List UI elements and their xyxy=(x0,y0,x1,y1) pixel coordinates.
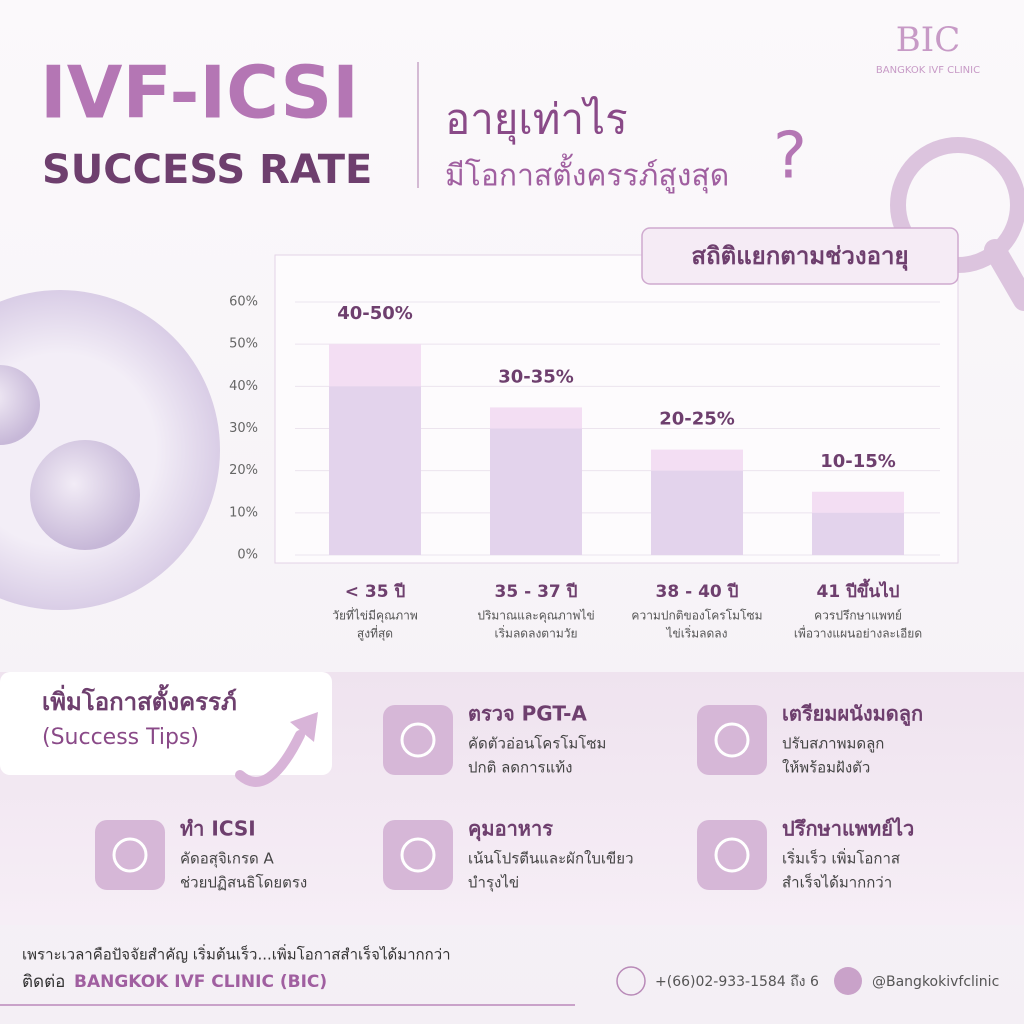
category-note: ไข่เริ่มลดลง xyxy=(665,625,727,641)
x-tick-label: 41 ปีขึ้นไป xyxy=(817,578,900,602)
bar-low xyxy=(812,512,904,555)
tip-icon-glyph xyxy=(714,722,750,758)
tip-icon xyxy=(383,705,453,775)
question: อายุเท่าไร xyxy=(445,95,628,146)
footer-contact-name: BANGKOK IVF CLINIC (BIC) xyxy=(74,972,327,992)
chart: 0% 10% 20% 30% 40% 50% 60% < 35 ปีวัยที่ไข่มีคุ… xyxy=(229,295,940,642)
category-note: ปริมาณและคุณภาพไข่ xyxy=(477,609,594,624)
cell-illustration xyxy=(30,440,140,550)
tip-icon-glyph xyxy=(400,722,436,758)
tips-heading: เพิ่มโอกาสตั้งครรภ์ xyxy=(42,683,237,716)
arrow xyxy=(290,712,318,742)
tip-icon-glyph xyxy=(714,837,750,873)
y-tick-label: 20% xyxy=(229,463,258,478)
value-label: 40-50% xyxy=(337,303,413,324)
category-note: ความปกติของโครโมโซม xyxy=(631,609,762,623)
question-mark: ? xyxy=(773,120,807,194)
bar-high xyxy=(812,491,904,513)
tip-line: ปรับสภาพมดลูก xyxy=(782,735,884,753)
chart-title: สถิติแยกตามช่วงอายุ xyxy=(691,242,908,272)
subtitle: SUCCESS RATE xyxy=(42,147,372,193)
cell-illustration xyxy=(0,365,40,445)
value-label: 10-15% xyxy=(820,451,896,472)
category-note: เริ่มลดลงตามวัย xyxy=(494,625,577,641)
value-label: 20-25% xyxy=(659,409,735,430)
value-label: 30-35% xyxy=(498,366,574,387)
tip-icon-glyph xyxy=(112,837,148,873)
footer-contact-prefix: ติดต่อ xyxy=(22,972,65,992)
tip-icon xyxy=(95,820,165,890)
tip-line: คัดตัวอ่อนโครโมโซม xyxy=(468,735,606,753)
tip-line: เริ่มเร็ว เพิ่มโอกาส xyxy=(782,848,900,868)
tips-heading-box xyxy=(0,672,332,775)
tip-line: คัดอสุจิเกรด A xyxy=(180,850,275,869)
tip-line: สำเร็จได้มากกว่า xyxy=(782,873,892,892)
bar-high xyxy=(651,449,743,471)
category-note: ควรปรึกษาแพทย์ xyxy=(814,609,902,623)
magnifier-icon xyxy=(984,239,1024,311)
bar-high xyxy=(490,407,582,429)
arrow xyxy=(235,730,305,787)
tip-title: ตรวจ PGT-A xyxy=(468,702,587,726)
footer-line: @Bangkokivfclinic xyxy=(872,974,999,990)
bar-low xyxy=(651,470,743,555)
question: มีโอกาสตั้งครรภ์สูงสุด xyxy=(445,154,729,195)
logo-mark: BIC xyxy=(896,20,960,60)
tip-icon xyxy=(697,820,767,890)
y-tick-label: 60% xyxy=(229,295,258,310)
y-tick-label: 50% xyxy=(229,337,258,352)
category-note: สูงที่สุด xyxy=(357,625,393,642)
category-note: วัยที่ไข่มีคุณภาพ xyxy=(332,607,418,624)
tip-line: ช่วยปฏิสนธิโดยตรง xyxy=(180,874,307,892)
tip-icon-glyph xyxy=(400,837,436,873)
x-tick-label: 35 - 37 ปี xyxy=(495,581,578,602)
x-tick-label: < 35 ปี xyxy=(345,581,406,602)
tip-title: คุมอาหาร xyxy=(468,817,553,842)
tip-line: บำรุงไข่ xyxy=(468,874,519,893)
tip-title: เตรียมผนังมดลูก xyxy=(782,702,923,728)
tip-line: เน้นโปรตีนและผักใบเขียว xyxy=(468,850,634,868)
logo-name: BANGKOK IVF CLINIC xyxy=(876,65,980,76)
y-tick-label: 0% xyxy=(237,548,258,563)
footer-phone: +(66)02-933-1584 ถึง 6 xyxy=(655,974,819,990)
tip-line: ให้พร้อมฝังตัว xyxy=(782,759,870,777)
tip-line: ปกติ ลดการแท้ง xyxy=(468,759,573,777)
line-icon xyxy=(834,967,862,995)
bar-low xyxy=(329,386,421,555)
y-tick-label: 30% xyxy=(229,421,258,436)
tips-subheading: (Success Tips) xyxy=(42,725,199,750)
tip-title: ปรึกษาแพทย์ไว xyxy=(782,817,914,841)
y-tick-label: 10% xyxy=(229,505,258,520)
footer-message: เพราะเวลาคือปัจจัยสำคัญ เริ่มต้นเร็ว...เ… xyxy=(22,944,451,964)
chart-title-box xyxy=(641,227,959,285)
phone-icon xyxy=(616,966,646,996)
tip-icon xyxy=(697,705,767,775)
bar-low xyxy=(490,428,582,555)
title: IVF-ICSI xyxy=(40,51,359,135)
bar-high xyxy=(329,344,421,387)
tip-icon xyxy=(383,820,453,890)
y-tick-label: 40% xyxy=(229,379,258,394)
x-tick-label: 38 - 40 ปี xyxy=(656,581,739,602)
category-note: เพื่อวางแผนอย่างละเอียด xyxy=(794,625,922,641)
tip-title: ทำ ICSI xyxy=(180,817,256,841)
